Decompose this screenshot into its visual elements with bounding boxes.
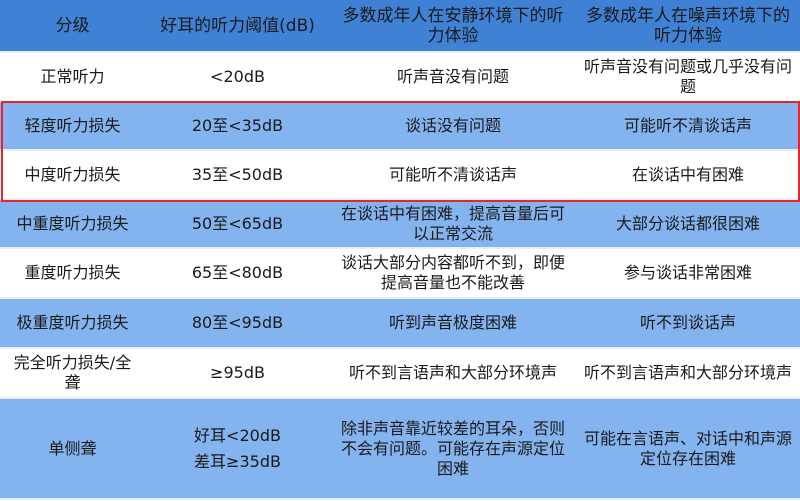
table-row: 完全听力损失/全聋 ≥95dB 听不到言语声和大部分环境声 听不到言语声和大部分… bbox=[0, 348, 800, 398]
quiet-cell: 谈话没有问题 bbox=[404, 116, 501, 135]
grade-cell: 重度听力损失 bbox=[24, 263, 121, 282]
grade-cell: 正常听力 bbox=[40, 67, 105, 86]
quiet-cell: 在谈话中有困难，提高音量后可以正常交流 bbox=[340, 203, 565, 243]
table-row: 重度听力损失 65至<80dB 谈话大部分内容都听不到，即便提高音量也不能改善 … bbox=[0, 248, 800, 298]
quiet-cell: 听到声音极度困难 bbox=[388, 313, 517, 332]
noisy-cell: 大部分谈话都很困难 bbox=[615, 213, 760, 233]
table-row: 单侧聋 好耳<20dB 差耳≥35dB 除非声音靠近较差的耳朵，否则不会有问题。… bbox=[0, 398, 800, 499]
noisy-cell: 可能听不清谈话声 bbox=[623, 116, 752, 135]
threshold-cell: 20至<35dB bbox=[191, 116, 284, 135]
threshold-cell: 50至<65dB bbox=[191, 213, 284, 233]
header-noisy: 多数成年人在噪声环境下的听力体验 bbox=[586, 5, 790, 46]
table-row: 正常听力 <20dB 听声音没有问题 听声音没有问题或几乎没有问题 bbox=[0, 52, 800, 102]
table-row: 轻度听力损失 20至<35dB 谈话没有问题 可能听不清谈话声 bbox=[0, 102, 800, 150]
noisy-cell: 听不到言语声和大部分环境声 bbox=[583, 363, 792, 382]
quiet-cell: 谈话大部分内容都听不到，即便提高音量也不能改善 bbox=[340, 253, 565, 292]
quiet-cell: 除非声音靠近较差的耳朵，否则不会有问题。可能存在声源定位困难 bbox=[340, 418, 565, 478]
grade-cell: 单侧聋 bbox=[48, 438, 97, 458]
noisy-cell: 听声音没有问题或几乎没有问题 bbox=[583, 57, 792, 96]
noisy-cell: 听不到谈话声 bbox=[639, 313, 736, 332]
header-threshold: 好耳的听力阈值(dB) bbox=[160, 15, 315, 36]
header-quiet: 多数成年人在安静环境下的听力体验 bbox=[342, 5, 564, 46]
good-ear-threshold: 好耳<20dB bbox=[194, 425, 281, 445]
table-row: 极重度听力损失 80至<95dB 听到声音极度困难 听不到谈话声 bbox=[0, 298, 800, 348]
header-grade: 分级 bbox=[55, 15, 90, 36]
noisy-cell: 参与谈话非常困难 bbox=[623, 263, 752, 282]
grade-cell: 轻度听力损失 bbox=[24, 116, 121, 135]
table-row: 中度听力损失 35至<50dB 可能听不清谈话声 在谈话中有困难 bbox=[0, 150, 800, 199]
threshold-cell: 35至<50dB bbox=[191, 164, 284, 184]
noisy-cell: 可能在言语声、对话中和声源定位存在困难 bbox=[583, 428, 792, 468]
table-row: 中重度听力损失 50至<65dB 在谈话中有困难，提高音量后可以正常交流 大部分… bbox=[0, 199, 800, 248]
grade-cell: 中重度听力损失 bbox=[16, 213, 129, 233]
threshold-cell: 80至<95dB bbox=[191, 313, 284, 332]
grade-cell: 中度听力损失 bbox=[24, 164, 121, 184]
quiet-cell: 可能听不清谈话声 bbox=[388, 164, 517, 184]
table-header-row: 分级 好耳的听力阈值(dB) 多数成年人在安静环境下的听力体验 多数成年人在噪声… bbox=[0, 0, 800, 52]
threshold-cell: ≥95dB bbox=[210, 363, 265, 382]
threshold-cell: 65至<80dB bbox=[191, 263, 284, 282]
grade-cell: 极重度听力损失 bbox=[16, 313, 129, 332]
noisy-cell: 在谈话中有困难 bbox=[631, 164, 744, 184]
grade-cell: 完全听力损失/全聋 bbox=[13, 353, 132, 392]
threshold-cell: <20dB bbox=[210, 67, 265, 86]
threshold-cell: 好耳<20dB 差耳≥35dB bbox=[145, 398, 330, 499]
poor-ear-threshold: 差耳≥35dB bbox=[194, 451, 281, 471]
quiet-cell: 听不到言语声和大部分环境声 bbox=[348, 363, 557, 382]
quiet-cell: 听声音没有问题 bbox=[396, 67, 509, 86]
